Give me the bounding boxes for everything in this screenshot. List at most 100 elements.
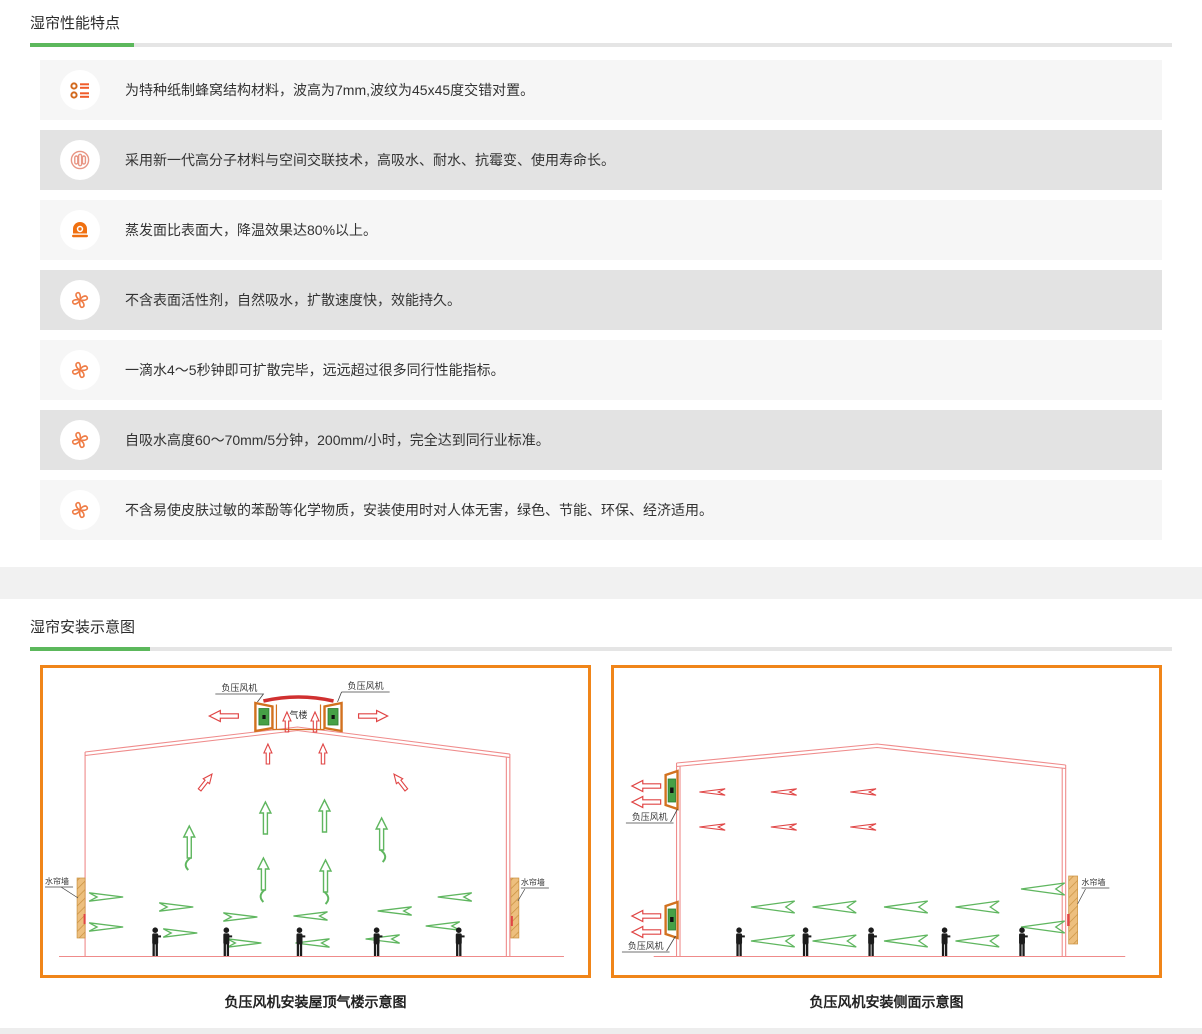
up-arrow (318, 743, 328, 765)
water-curtain-walls: 水帘墙 水帘墙 (45, 876, 549, 939)
fan-label-right: 负压风机 (348, 680, 384, 691)
red-airflow-arrows (698, 788, 877, 831)
leader-line (621, 935, 676, 953)
section-divider-band (0, 567, 1202, 599)
exhaust-arrow (631, 909, 662, 923)
feature-row: 采用新一代高分子材料与空间交联技术，高吸水、耐水、抗霉变、使用寿命长。 (40, 130, 1162, 190)
feature-row: 不含易使皮肤过敏的苯酚等化学物质，安装使用时对人体无害，绿色、节能、环保、经济适… (40, 480, 1162, 540)
flow-arrow (376, 906, 413, 916)
feature-row: 一滴水4～5秒钟即可扩散完毕，远远超过很多同行性能指标。 (40, 340, 1162, 400)
flow-arrow (1020, 882, 1066, 896)
flow-arrow (849, 788, 877, 796)
leader-line (517, 887, 549, 902)
fan-label-bottom: 负压风机 (628, 940, 664, 951)
list-icon (60, 70, 100, 110)
leader-line (45, 886, 79, 899)
feature-text: 蒸发面比表面大，降温效果达80%以上。 (125, 222, 378, 238)
honeycomb-icon (60, 140, 100, 180)
flow-arrow (883, 934, 929, 948)
flow-arrow (222, 912, 259, 922)
person-figure (373, 927, 383, 956)
flow-arrow (698, 788, 726, 796)
person-figure (1019, 927, 1028, 956)
flow-arrow (88, 892, 124, 902)
curtain-mark (1067, 914, 1070, 926)
up-arrow (257, 857, 270, 891)
flow-arrow (292, 911, 329, 921)
page-bottom-strip (0, 1028, 1202, 1034)
up-arrow (319, 859, 332, 893)
feature-text: 不含表面活性剂，自然吸水，扩散速度快，效能持久。 (125, 292, 461, 308)
curtain-label-left: 水帘墙 (45, 876, 69, 886)
title-divider (30, 43, 1172, 47)
fan-icon (60, 280, 100, 320)
building-outline (59, 726, 564, 958)
monitor-roof-arc (263, 695, 334, 703)
up-arrow (318, 799, 331, 833)
flow-arrow (158, 902, 194, 912)
person-figure (223, 927, 233, 956)
flow-arrow (811, 934, 857, 948)
flow-arrow (770, 788, 798, 796)
diagram-row: 气楼 负压风机 负压风机 (40, 665, 1162, 978)
feature-row: 不含表面活性剂，自然吸水，扩散速度快，效能持久。 (40, 270, 1162, 330)
diagram-captions: 负压风机安装屋顶气楼示意图 负压风机安装侧面示意图 (40, 992, 1162, 1012)
person-figure (941, 927, 951, 956)
feature-row: 为特种纸制蜂窝结构材料，波高为7mm,波纹为45x45度交错对置。 (40, 60, 1162, 120)
flow-arrow (425, 921, 461, 931)
up-arrow (183, 825, 196, 859)
diagonal-arrow (195, 771, 216, 793)
flow-arrow (954, 934, 1000, 948)
curve-tail (184, 857, 191, 871)
wall-fan-bottom: 负压风机 (621, 900, 679, 953)
exhaust-arrow (631, 779, 662, 793)
curtain-label-right: 水帘墙 (521, 877, 545, 887)
feature-row: 蒸发面比表面大，降温效果达80%以上。 (40, 200, 1162, 260)
side-wall-diagram: 负压风机 负压风机 (611, 665, 1162, 978)
fan-label-left: 负压风机 (221, 682, 257, 693)
person-figure (455, 927, 465, 956)
flow-arrow (226, 938, 263, 948)
curve-tail (323, 891, 330, 905)
up-arrow (263, 743, 273, 765)
flow-arrow (954, 900, 1000, 914)
people (736, 927, 1028, 956)
install-section: 湿帘安装示意图 (0, 599, 1202, 1012)
red-airflow-arrows (195, 709, 411, 793)
flow-arrow (88, 922, 124, 932)
left-diagram-caption: 负压风机安装屋顶气楼示意图 (224, 994, 407, 1010)
exhaust-arrow (631, 795, 662, 809)
fan-icon (60, 350, 100, 390)
flow-arrow (750, 900, 796, 914)
feature-text: 采用新一代高分子材料与空间交联技术，高吸水、耐水、抗霉变、使用寿命长。 (125, 152, 615, 168)
curtain-mark (510, 916, 513, 926)
curtain-panel-left (76, 877, 86, 939)
feature-text: 为特种纸制蜂窝结构材料，波高为7mm,波纹为45x45度交错对置。 (125, 82, 535, 98)
flow-arrow (770, 823, 798, 831)
curve-tail (259, 889, 266, 903)
up-arrow (259, 801, 272, 835)
leader-line (625, 808, 678, 824)
features-section-title: 湿帘性能特点 (30, 15, 121, 32)
flow-arrow (437, 892, 473, 902)
curtain-panel-right (510, 877, 520, 939)
fan-motor (262, 715, 266, 719)
flow-arrow (849, 823, 877, 831)
leader-line (215, 693, 265, 703)
monitor-body-lines (272, 704, 325, 731)
diagonal-arrow (390, 771, 411, 793)
person-figure (802, 927, 812, 956)
up-arrow (375, 817, 388, 851)
features-section: 湿帘性能特点 为特种纸制蜂窝结构材料，波高为7mm,波纹为45x45度交错对置。 (30, 15, 1172, 540)
fan-labels: 负压风机 负压风机 (215, 680, 390, 703)
roof-monitor: 气楼 (254, 695, 343, 733)
building-outline (653, 743, 1126, 958)
flow-arrow (883, 900, 929, 914)
person-figure (152, 927, 162, 956)
fan-motor (670, 787, 674, 793)
title-accent-bar (30, 647, 150, 651)
water-curtain-wall: 水帘墙 (1067, 875, 1110, 945)
feature-list: 为特种纸制蜂窝结构材料，波高为7mm,波纹为45x45度交错对置。 采用新一代高… (40, 60, 1162, 540)
feature-text: 一滴水4～5秒钟即可扩散完毕，远远超过很多同行性能指标。 (125, 362, 505, 378)
